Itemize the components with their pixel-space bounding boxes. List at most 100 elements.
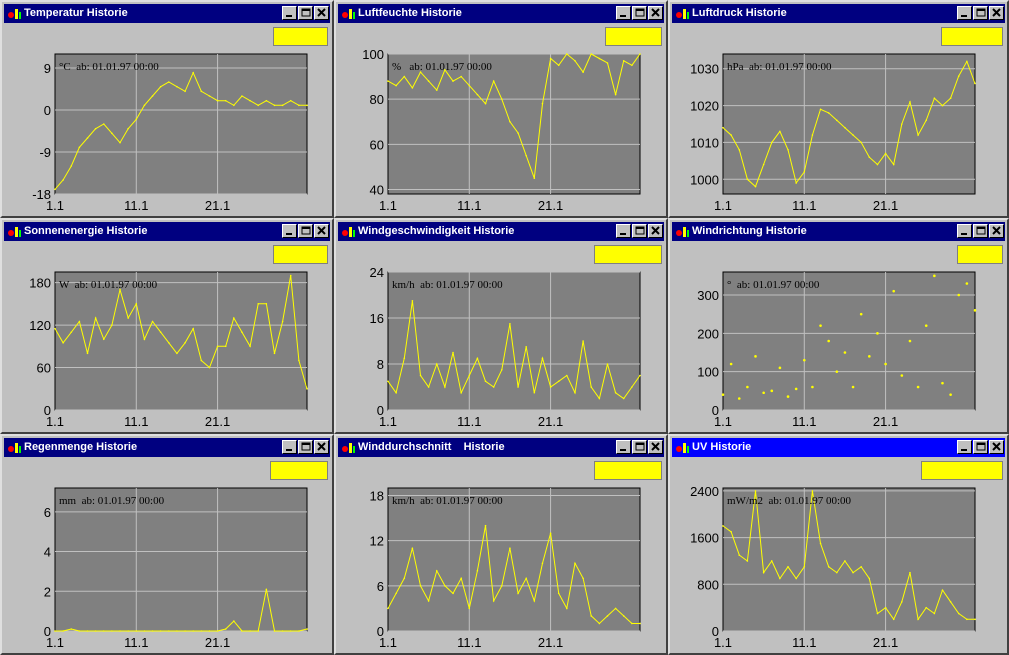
- weather-app-icon[interactable]: [674, 440, 690, 455]
- history-chart: 1.1 11.1 21.1 0 6 12 18 km/h ab: 01.01.97 00:00: [370, 487, 641, 650]
- close-button[interactable]: [314, 6, 329, 20]
- weather-app-icon[interactable]: [674, 224, 690, 239]
- plot-area: [54, 271, 308, 411]
- data-point: [168, 630, 170, 632]
- minimize-button[interactable]: [282, 440, 297, 454]
- title-bar[interactable]: Temperatur Historie: [4, 4, 330, 23]
- title-bar[interactable]: Luftfeuchte Historie: [338, 4, 664, 23]
- weather-app-icon[interactable]: [340, 6, 356, 21]
- minimize-button[interactable]: [616, 224, 631, 238]
- unit-label: % ab: 01.01.97 00:00: [392, 61, 492, 73]
- current-value-display: [594, 461, 662, 480]
- maximize-button[interactable]: [973, 224, 988, 238]
- series-line: [54, 71, 307, 190]
- data-point: [168, 341, 170, 344]
- title-bar[interactable]: Sonnenenergie Historie: [4, 222, 330, 241]
- minimize-button[interactable]: [616, 440, 631, 454]
- minimize-button[interactable]: [957, 440, 972, 454]
- history-window[interactable]: Luftfeuchte Historie 1.1 11.1 21.1 40 60 80 100…: [334, 0, 668, 218]
- close-button[interactable]: [648, 6, 663, 20]
- weather-app-icon[interactable]: [6, 6, 22, 21]
- y-tick-label: 2: [44, 584, 51, 599]
- close-button[interactable]: [989, 224, 1004, 238]
- maximize-button[interactable]: [298, 6, 313, 20]
- y-tick-label: 1000: [690, 172, 719, 187]
- title-bar[interactable]: Winddurchschnitt Historie: [338, 438, 664, 457]
- history-window[interactable]: Luftdruck Historie 1.1 11.1 21.1 1000 1010 102…: [668, 0, 1009, 218]
- minimize-button[interactable]: [957, 224, 972, 238]
- weather-app-icon[interactable]: [340, 440, 356, 455]
- history-window[interactable]: UV Historie 1.1 11.1 21.1 0 800 1600 2400 mW/m2 …: [668, 434, 1009, 655]
- close-button[interactable]: [989, 440, 1004, 454]
- history-window[interactable]: Windrichtung Historie 1.1 11.1 21.1 0 100 200 3…: [668, 218, 1009, 434]
- data-point: [492, 600, 495, 602]
- title-bar[interactable]: Luftdruck Historie: [672, 4, 1005, 23]
- weather-app-icon[interactable]: [6, 224, 22, 239]
- data-point: [868, 577, 871, 580]
- minimize-button[interactable]: [282, 224, 297, 238]
- maximize-button[interactable]: [632, 440, 647, 454]
- maximize-button[interactable]: [298, 440, 313, 454]
- minimize-button[interactable]: [616, 6, 631, 20]
- history-window[interactable]: Temperatur Historie 1.1 11.1 21.1 -18 -9 0 9 °C …: [0, 0, 334, 218]
- y-tick-label: 2400: [690, 484, 719, 499]
- y-tick-label: -18: [32, 187, 51, 202]
- data-point: [974, 618, 976, 621]
- data-point: [949, 97, 952, 100]
- data-point: [306, 104, 308, 107]
- maximize-button[interactable]: [298, 224, 313, 238]
- data-point: [289, 274, 292, 277]
- title-bar[interactable]: Windrichtung Historie: [672, 222, 1005, 241]
- weather-app-icon[interactable]: [340, 224, 356, 239]
- data-point: [762, 391, 765, 395]
- data-point: [94, 317, 97, 319]
- y-tick-label: 24: [370, 265, 384, 280]
- minimize-button[interactable]: [282, 6, 297, 20]
- data-point: [224, 345, 227, 348]
- plot-area: [387, 271, 641, 411]
- window-title: Sonnenenergie Historie: [24, 225, 148, 237]
- data-point: [598, 57, 601, 60]
- close-button[interactable]: [989, 6, 1004, 20]
- weather-app-icon[interactable]: [674, 6, 690, 21]
- data-point: [916, 385, 920, 389]
- data-point: [787, 148, 789, 151]
- weather-app-icon[interactable]: [6, 440, 22, 455]
- history-window[interactable]: Regenmenge Historie 1.1 11.1 21.1 0 2 4 6 mm ab:…: [0, 434, 334, 655]
- close-icon: [651, 442, 660, 451]
- data-point: [492, 386, 495, 388]
- data-point: [770, 389, 774, 393]
- data-point: [549, 386, 552, 388]
- data-point: [574, 562, 576, 565]
- close-button[interactable]: [314, 440, 329, 454]
- data-point: [151, 95, 154, 97]
- close-button[interactable]: [648, 440, 663, 454]
- maximize-button[interactable]: [973, 6, 988, 20]
- title-bar[interactable]: UV Historie: [672, 438, 1005, 457]
- data-point: [452, 592, 454, 595]
- history-window[interactable]: Windgeschwindigkeit Historie 1.1 11.1 21.1 0…: [334, 218, 668, 434]
- minimize-button[interactable]: [957, 6, 972, 20]
- x-tick-label: 21.1: [205, 414, 230, 429]
- history-window[interactable]: Winddurchschnitt Historie 1.1 11.1 21.1 0 6 12…: [334, 434, 668, 655]
- title-bar[interactable]: Regenmenge Historie: [4, 438, 330, 457]
- data-point: [574, 59, 576, 62]
- data-point: [746, 385, 749, 389]
- data-point: [509, 322, 511, 325]
- y-tick-label: 0: [377, 624, 384, 639]
- data-point: [900, 374, 904, 377]
- data-point: [606, 615, 609, 617]
- maximize-button[interactable]: [973, 440, 988, 454]
- maximize-button[interactable]: [632, 6, 647, 20]
- close-button[interactable]: [314, 224, 329, 238]
- current-value-display: [605, 27, 662, 46]
- close-button[interactable]: [648, 224, 663, 238]
- maximize-button[interactable]: [632, 224, 647, 238]
- data-point: [387, 607, 389, 610]
- title-bar[interactable]: Windgeschwindigkeit Historie: [338, 222, 664, 241]
- data-point: [444, 585, 446, 587]
- data-point: [770, 141, 773, 144]
- data-point: [208, 630, 211, 632]
- history-window[interactable]: Sonnenenergie Historie 1.1 11.1 21.1 0 60 120 1…: [0, 218, 334, 434]
- data-point: [582, 340, 584, 342]
